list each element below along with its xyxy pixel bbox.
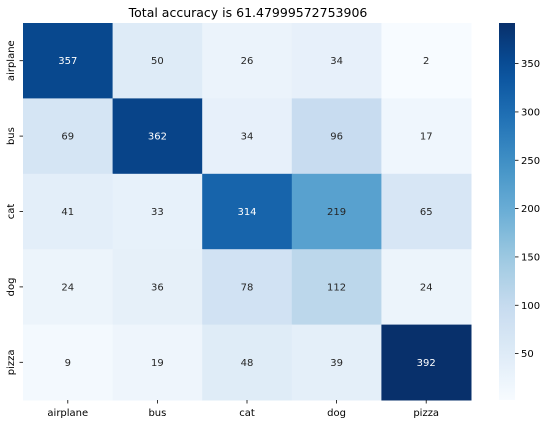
heatmap-cell	[202, 249, 293, 326]
heatmap-cell	[291, 324, 382, 401]
cell-value-label: 41	[61, 207, 74, 218]
colorbar-tick-label: 200	[521, 204, 540, 215]
heatmap-cell	[381, 249, 472, 326]
y-tick-label: airplane	[6, 40, 17, 81]
heatmap-cell	[202, 173, 293, 250]
heatmap-cell	[202, 324, 293, 401]
x-tick-label: airplane	[47, 408, 88, 419]
y-tick-label: pizza	[6, 349, 17, 375]
heatmap-cell	[381, 324, 472, 401]
heatmap-cell	[23, 173, 114, 250]
y-axis: airplane bus cat dog pizza	[6, 40, 23, 375]
cell-value-label: 19	[151, 358, 164, 369]
cell-value-label: 39	[330, 358, 343, 369]
colorbar-gradient	[499, 23, 515, 400]
colorbar-tick-label: 250	[521, 156, 540, 167]
cell-value-label: 392	[417, 358, 436, 369]
heatmap-cell	[381, 23, 472, 99]
heatmap-cell	[112, 249, 203, 326]
cell-value-label: 219	[327, 207, 346, 218]
heatmap-cell	[202, 98, 293, 175]
cell-value-label: 9	[65, 358, 71, 369]
heatmap-cell	[112, 23, 203, 99]
cell-value-label: 34	[330, 56, 343, 67]
x-tick-label: bus	[148, 408, 166, 419]
heatmap-cell	[381, 98, 472, 175]
colorbar-tick-label: 350	[521, 59, 540, 70]
x-tick-label: pizza	[413, 408, 439, 419]
cell-value-label: 65	[420, 207, 433, 218]
heatmap-cell	[112, 173, 203, 250]
cell-value-label: 24	[61, 282, 74, 293]
x-tick-label: dog	[327, 408, 346, 419]
heatmap-cell-labels: 357 50 26 34 2 69 362 34 96 17 41 33 314 219 65 24 36 78 1…	[58, 56, 435, 369]
colorbar-tick-label: 100	[521, 301, 540, 312]
cell-value-label: 24	[420, 282, 433, 293]
chart-title: Total accuracy is 61.47999572753906	[128, 5, 368, 20]
cell-value-label: 112	[327, 282, 346, 293]
heatmap-cell	[23, 23, 114, 99]
heatmap-cell	[291, 23, 382, 99]
cell-value-label: 26	[241, 56, 254, 67]
cell-value-label: 2	[423, 56, 429, 67]
heatmap-cell	[23, 249, 114, 326]
cell-value-label: 357	[58, 56, 77, 67]
cell-value-label: 33	[151, 207, 164, 218]
colorbar: 50 100 150 200 250 300 350	[499, 23, 540, 400]
cell-value-label: 50	[151, 56, 164, 67]
colorbar-tick-label: 50	[521, 349, 534, 360]
colorbar-tick-label: 300	[521, 107, 540, 118]
heatmap-cells	[23, 23, 472, 401]
cell-value-label: 17	[420, 132, 433, 143]
colorbar-tick-label: 150	[521, 252, 540, 263]
cell-value-label: 314	[237, 207, 256, 218]
cell-value-label: 78	[241, 282, 254, 293]
heatmap-cell	[202, 23, 293, 99]
y-tick-label: cat	[6, 204, 17, 220]
cell-value-label: 96	[330, 132, 343, 143]
cell-value-label: 34	[241, 132, 254, 143]
heatmap-cell	[291, 249, 382, 326]
heatmap-cell	[381, 173, 472, 250]
heatmap-cell	[112, 98, 203, 175]
x-tick-label: cat	[239, 408, 255, 419]
heatmap-cell	[291, 173, 382, 250]
x-axis: airplane bus cat dog pizza	[47, 400, 439, 419]
heatmap-cell	[23, 98, 114, 175]
cell-value-label: 69	[61, 132, 74, 143]
y-tick-label: bus	[6, 127, 17, 145]
cell-value-label: 36	[151, 282, 164, 293]
heatmap-cell	[291, 98, 382, 175]
cell-value-label: 48	[241, 358, 254, 369]
heatmap-cell	[23, 324, 114, 401]
y-tick-label: dog	[6, 277, 17, 296]
cell-value-label: 362	[148, 132, 167, 143]
heatmap-cell	[112, 324, 203, 401]
